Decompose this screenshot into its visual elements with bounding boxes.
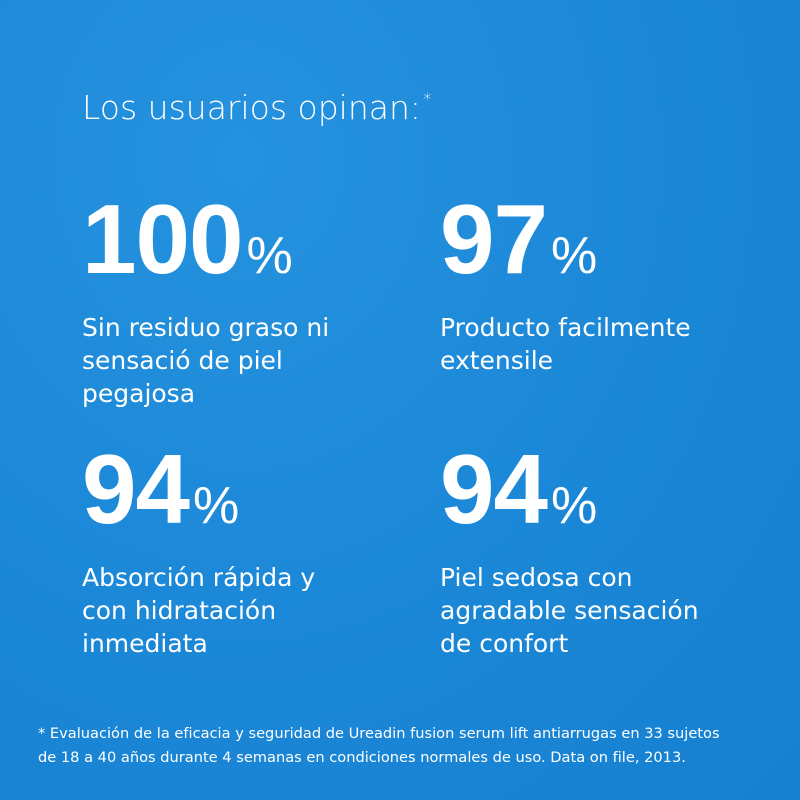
- description-line: Producto facilmente: [440, 313, 691, 342]
- description-line: sensació de piel: [82, 346, 283, 375]
- stat-description: Producto facilmente extensile: [440, 311, 780, 377]
- description-line: de confort: [440, 629, 569, 658]
- description-line: extensile: [440, 346, 554, 375]
- stat-description: Piel sedosa con agradable sensación de con…: [440, 561, 780, 660]
- description-line: Piel sedosa con: [440, 563, 633, 592]
- description-line: Sin residuo graso ni: [82, 313, 330, 342]
- stat-value: 94: [440, 434, 548, 544]
- stat-value: 94: [82, 434, 190, 544]
- stat-unit: %: [193, 477, 239, 535]
- stat-description: Absorción rápida y con hidratación inmedia…: [82, 561, 422, 660]
- stat-block: 94% Piel sedosa con agradable sensación de …: [440, 440, 780, 660]
- stat-unit: %: [551, 227, 597, 285]
- stat-number: 94%: [82, 440, 422, 555]
- stat-unit: %: [551, 477, 597, 535]
- description-line: Absorción rápida y: [82, 563, 316, 592]
- footnote-line: * Evaluación de la eficacia y seguridad …: [38, 725, 720, 742]
- description-line: inmediata: [82, 629, 208, 658]
- stat-block: 94% Absorción rápida y con hidratación inme…: [82, 440, 422, 660]
- footnote-line: de 18 a 40 años durante 4 semanas en con…: [38, 749, 686, 766]
- title-text: Los usuarios opinan:: [82, 88, 422, 127]
- title: Los usuarios opinan: *: [82, 88, 432, 127]
- stat-value: 100: [82, 184, 244, 294]
- stat-number: 100%: [82, 190, 422, 305]
- stat-description: Sin residuo graso ni sensació de piel pega…: [82, 311, 422, 410]
- description-line: pegajosa: [82, 379, 196, 408]
- stat-value: 97: [440, 184, 548, 294]
- stat-block: 100% Sin residuo graso ni sensació de piel…: [82, 190, 422, 410]
- footnote: * Evaluación de la eficacia y seguridad …: [38, 722, 720, 770]
- stat-number: 94%: [440, 440, 780, 555]
- stat-number: 97%: [440, 190, 780, 305]
- description-line: agradable sensación: [440, 596, 699, 625]
- stat-block: 97% Producto facilmente extensile: [440, 190, 780, 377]
- description-line: con hidratación: [82, 596, 277, 625]
- stat-unit: %: [246, 227, 293, 285]
- title-mark: *: [423, 90, 432, 110]
